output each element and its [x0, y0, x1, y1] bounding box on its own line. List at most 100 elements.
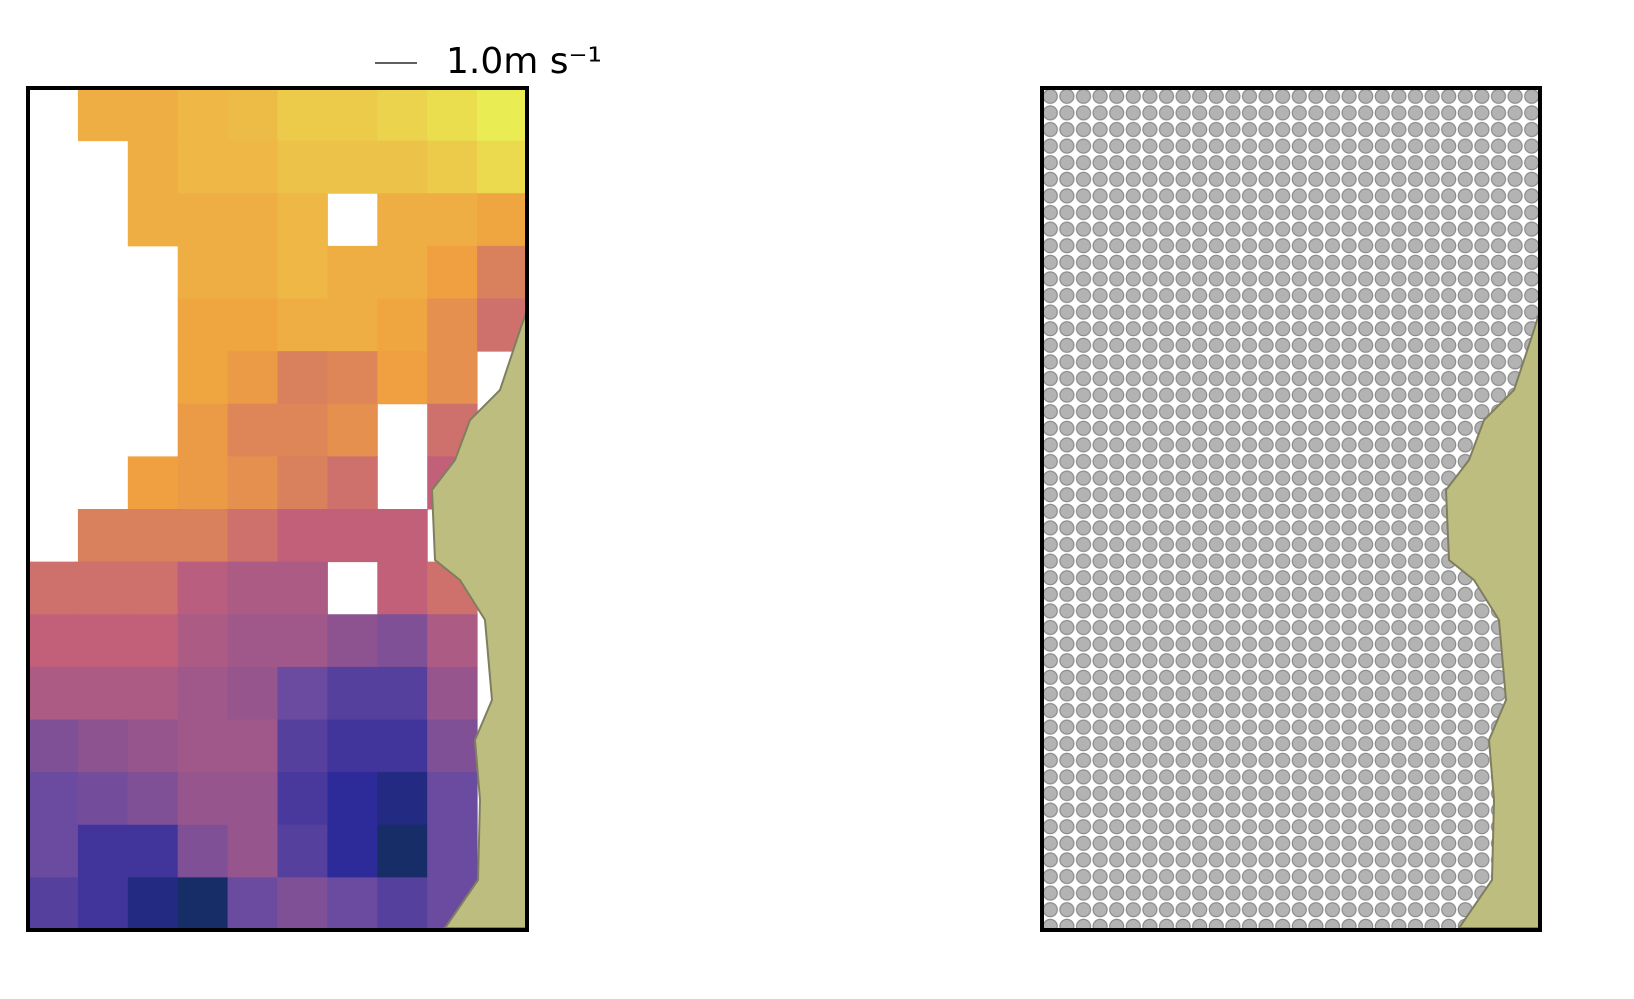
heat-cell: [227, 561, 278, 615]
heat-cell: [277, 666, 328, 720]
heat-cell: [227, 824, 278, 878]
heat-cell: [427, 666, 478, 720]
heat-cell: [377, 719, 428, 773]
heat-cell: [227, 509, 278, 563]
heat-cell: [227, 614, 278, 668]
heat-cell: [277, 719, 328, 773]
heat-cell: [327, 666, 378, 720]
heat-cell: [177, 140, 229, 194]
heat-cell: [377, 298, 428, 352]
heat-cell: [377, 772, 428, 826]
heat-cell: [277, 403, 328, 457]
heat-cell: [127, 456, 179, 510]
heat-cell: [127, 614, 179, 668]
heat-cell: [77, 614, 129, 668]
quiver-key-label: 1.0m s⁻¹: [446, 41, 602, 82]
heat-cell: [77, 824, 129, 878]
heat-cell: [177, 351, 229, 405]
heat-cell: [127, 193, 179, 247]
heat-cell: [327, 403, 378, 457]
heat-cell: [177, 298, 229, 352]
heat-cell: [377, 561, 428, 615]
heat-cell: [177, 719, 229, 773]
heat-cell: [377, 88, 428, 142]
heat-cell: [427, 614, 478, 668]
heat-cell: [327, 824, 378, 878]
heat-cell: [177, 88, 229, 142]
heat-cell: [227, 298, 278, 352]
heat-cell: [127, 877, 179, 930]
heat-cell: [127, 509, 179, 563]
heat-cell: [477, 140, 527, 194]
heat-cell: [377, 245, 428, 299]
heat-cell: [177, 614, 229, 668]
heat-cell: [327, 140, 378, 194]
heat-cell: [327, 509, 378, 563]
heat-cell: [327, 772, 378, 826]
heat-cell: [277, 88, 328, 142]
heat-cell: [227, 877, 278, 930]
heat-cell: [277, 772, 328, 826]
heat-cell: [427, 298, 478, 352]
heat-cell: [427, 245, 478, 299]
heat-cell: [427, 351, 478, 405]
heat-cell: [277, 193, 328, 247]
heat-cell: [127, 88, 179, 142]
heat-cell: [377, 140, 428, 194]
heat-cell: [227, 351, 278, 405]
heat-cell: [227, 193, 278, 247]
heat-cell: [77, 772, 129, 826]
heat-cell: [77, 877, 129, 930]
heat-cell: [28, 561, 79, 615]
heat-cell: [377, 193, 428, 247]
heat-cell: [377, 877, 428, 930]
land: [1444, 309, 1541, 929]
heat-cell: [277, 245, 328, 299]
panel-frame: [1040, 86, 1542, 932]
heat-cell: [477, 88, 527, 142]
heat-cell: [177, 666, 229, 720]
heat-cell: [28, 666, 79, 720]
heat-cell: [427, 193, 478, 247]
heat-cell: [177, 403, 229, 457]
heat-cell: [77, 561, 129, 615]
heat-cell: [427, 140, 478, 194]
heat-cell: [377, 824, 428, 878]
heat-cell: [377, 351, 428, 405]
heat-cell: [177, 877, 229, 930]
heat-cell: [277, 614, 328, 668]
heat-cell: [427, 88, 478, 142]
heat-cell: [177, 245, 229, 299]
heat-cell: [227, 666, 278, 720]
heat-cell: [127, 772, 179, 826]
heat-cell: [127, 561, 179, 615]
heat-cell: [327, 719, 378, 773]
heat-cell: [427, 719, 478, 773]
heat-cell: [177, 456, 229, 510]
heat-cell: [28, 614, 79, 668]
heat-cell: [277, 298, 328, 352]
heat-cell: [227, 88, 278, 142]
heat-cell: [327, 614, 378, 668]
heat-cell: [127, 824, 179, 878]
heat-cell: [177, 509, 229, 563]
heat-cell: [177, 193, 229, 247]
heat-cell: [427, 772, 478, 826]
heat-cell: [377, 614, 428, 668]
heat-cell: [377, 509, 428, 563]
heat-cell: [327, 351, 378, 405]
heat-cell: [377, 666, 428, 720]
heat-cell: [28, 824, 79, 878]
heat-cell: [477, 193, 527, 247]
heat-cell: [277, 561, 328, 615]
heat-cell: [28, 772, 79, 826]
heat-cell: [77, 719, 129, 773]
heat-cell: [127, 140, 179, 194]
heat-cell: [277, 509, 328, 563]
heat-cell: [177, 824, 229, 878]
panel-frame: [26, 86, 529, 932]
heat-cell: [227, 140, 278, 194]
land: [430, 309, 528, 929]
heat-cell: [427, 824, 478, 878]
heatmap: [28, 88, 527, 930]
